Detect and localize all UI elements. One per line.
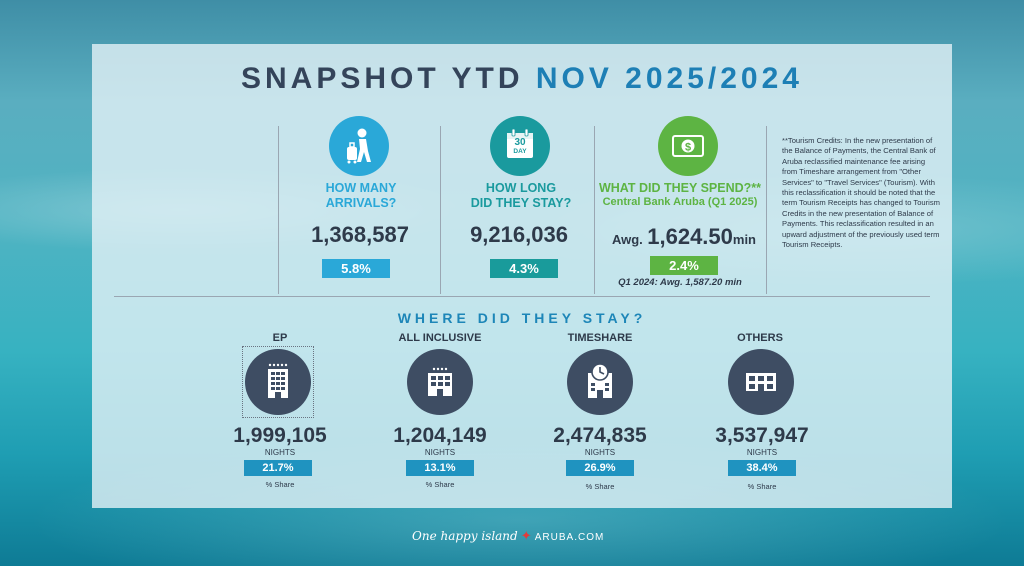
spend-change-badge: 2.4% [650,256,718,275]
accommodation-share-label: % Share [747,482,777,491]
selection-outline [242,346,314,418]
accommodation-share-badge: 13.1% [406,460,474,476]
footer-tagline: One happy island [412,529,518,543]
accommodation-share-badge: 26.9% [566,460,634,476]
divider [278,126,279,294]
accommodation-share-label: % Share [425,480,455,489]
hotel-icon [407,349,473,415]
stay-question-line2: DID THEY STAY? [470,196,572,210]
stay-question-line1: HOW LONG [485,181,557,195]
arrivals-value: 1,368,587 [311,222,409,247]
spend-question: WHAT DID THEY SPEND?** [598,181,762,195]
clock-building-icon [567,349,633,415]
calendar-icon: 30 DAY [490,116,550,176]
footer-brand: ARUBA.COM [534,532,605,543]
accommodation-share-badge: 21.7% [244,460,312,476]
footer-logo: One happy island ✦ ARUBA.COM [412,528,612,548]
spend-unit: min [732,232,757,247]
accommodation-share-label: % Share [265,480,295,489]
svg-text:$: $ [685,142,691,154]
spend-prior-year: Q1 2024: Awg. 1,587.20 min [618,277,742,288]
title-accent: NOV 2025/2024 [535,62,803,95]
accommodation-unit: NIGHTS [264,448,296,457]
arrivals-question: HOW MANY ARRIVALS? [306,181,416,211]
accommodation-unit: NIGHTS [746,448,778,457]
title-main: SNAPSHOT YTD [241,62,524,95]
tourism-credits-footnote: **Tourism Credits: In the new presentati… [782,136,940,250]
where-title: WHERE DID THEY STAY? [397,310,647,326]
accommodation-unit: NIGHTS [424,448,456,457]
accommodation-label: EP [272,332,288,344]
accommodation-unit: NIGHTS [584,448,616,457]
accommodation-value: 1,999,105 [233,424,327,447]
page-title: SNAPSHOT YTD NOV 2025/2024 [92,62,952,96]
star-icon: ✦ [520,528,532,543]
calendar-unit: DAY [513,148,527,155]
stay-change-badge: 4.3% [490,259,558,278]
divider [594,126,595,294]
traveler-icon [329,116,389,176]
accommodation-value: 1,204,149 [393,424,487,447]
snapshot-panel: SNAPSHOT YTD NOV 2025/2024 HOW MANY ARRI… [92,44,952,508]
spend-source: Central Bank Aruba (Q1 2025) [602,196,758,208]
spend-value: 1,624.50 [647,224,733,249]
divider [766,126,767,294]
arrivals-change-badge: 5.8% [322,259,390,278]
accommodation-label: ALL INCLUSIVE [398,332,482,344]
accommodation-label: OTHERS [737,332,783,344]
arrivals-question-line1: HOW MANY [325,181,397,195]
calendar-day: 30 [514,137,526,148]
accommodation-label: TIMESHARE [567,332,633,344]
stay-value: 9,216,036 [470,222,568,247]
arrivals-question-line2: ARRIVALS? [325,196,397,210]
accommodation-share-badge: 38.4% [728,460,796,476]
accommodation-share-label: % Share [585,482,615,491]
divider [440,126,441,294]
spend-currency: Awg. [611,232,643,247]
hotel-icon [245,349,311,415]
spend-value-line: Awg. 1,624.50min [604,224,764,250]
accommodation-value: 2,474,835 [553,424,647,447]
section-divider [114,296,930,297]
stay-question: HOW LONG DID THEY STAY? [458,181,584,211]
building-icon [728,349,794,415]
money-icon: $ [658,116,718,176]
accommodation-value: 3,537,947 [715,424,809,447]
